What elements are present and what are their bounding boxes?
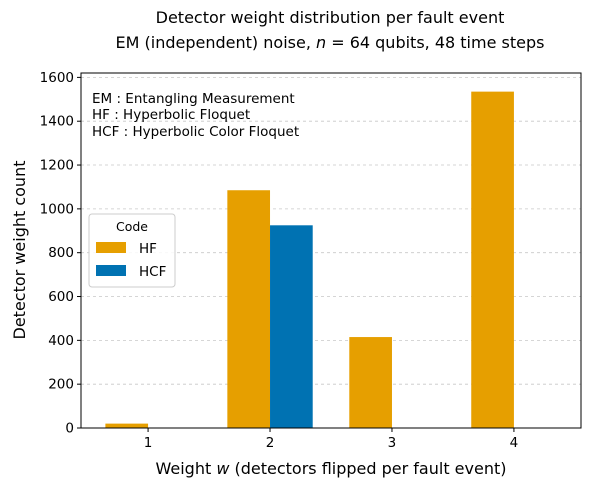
annotation-em: EM : Entangling Measurement xyxy=(92,91,295,107)
bar-hcf-2 xyxy=(270,225,313,428)
y-tick-label: 800 xyxy=(48,245,74,261)
x-axis-ticks: 1 2 3 4 xyxy=(144,428,518,451)
bar-hf-3 xyxy=(349,337,392,428)
y-axis-ticks: 0 200 400 600 800 1000 1200 1400 1600 xyxy=(40,70,81,437)
bar-hf-1 xyxy=(105,423,149,428)
bars xyxy=(105,91,514,429)
chart-title-line2: EM (independent) noise, n = 64 qubits, 4… xyxy=(116,33,545,52)
legend-swatch-hf xyxy=(96,242,126,253)
y-tick-label: 600 xyxy=(48,289,74,305)
y-tick-label: 1400 xyxy=(40,114,74,130)
plot-frame xyxy=(80,72,582,429)
x-tick-label: 2 xyxy=(266,435,275,451)
y-tick-label: 400 xyxy=(48,333,74,349)
y-tick-label: 0 xyxy=(65,421,74,437)
x-tick-label: 1 xyxy=(144,435,153,451)
legend: Code HF HCF xyxy=(88,213,176,288)
y-tick-label: 200 xyxy=(48,377,74,393)
x-axis-label: Weight w (detectors flipped per fault ev… xyxy=(155,459,506,478)
bar-hf-4 xyxy=(471,91,514,429)
y-tick-label: 1200 xyxy=(40,158,74,174)
bar-hf-2 xyxy=(227,190,271,428)
legend-label-hf: HF xyxy=(139,241,157,257)
annotation-hcf: HCF : Hyperbolic Color Floquet xyxy=(92,124,299,140)
y-tick-label: 1600 xyxy=(40,70,74,86)
x-tick-label: 3 xyxy=(388,435,397,451)
y-axis-label: Detector weight count xyxy=(10,161,29,340)
annotation-hf: HF : Hyperbolic Floquet xyxy=(92,107,250,123)
legend-swatch-hcf xyxy=(96,265,126,276)
chart-title-line1: Detector weight distribution per fault e… xyxy=(156,8,505,27)
y-tick-label: 1000 xyxy=(40,201,74,217)
legend-label-hcf: HCF xyxy=(139,264,166,280)
x-tick-label: 4 xyxy=(510,435,519,451)
legend-title: Code xyxy=(116,219,148,234)
